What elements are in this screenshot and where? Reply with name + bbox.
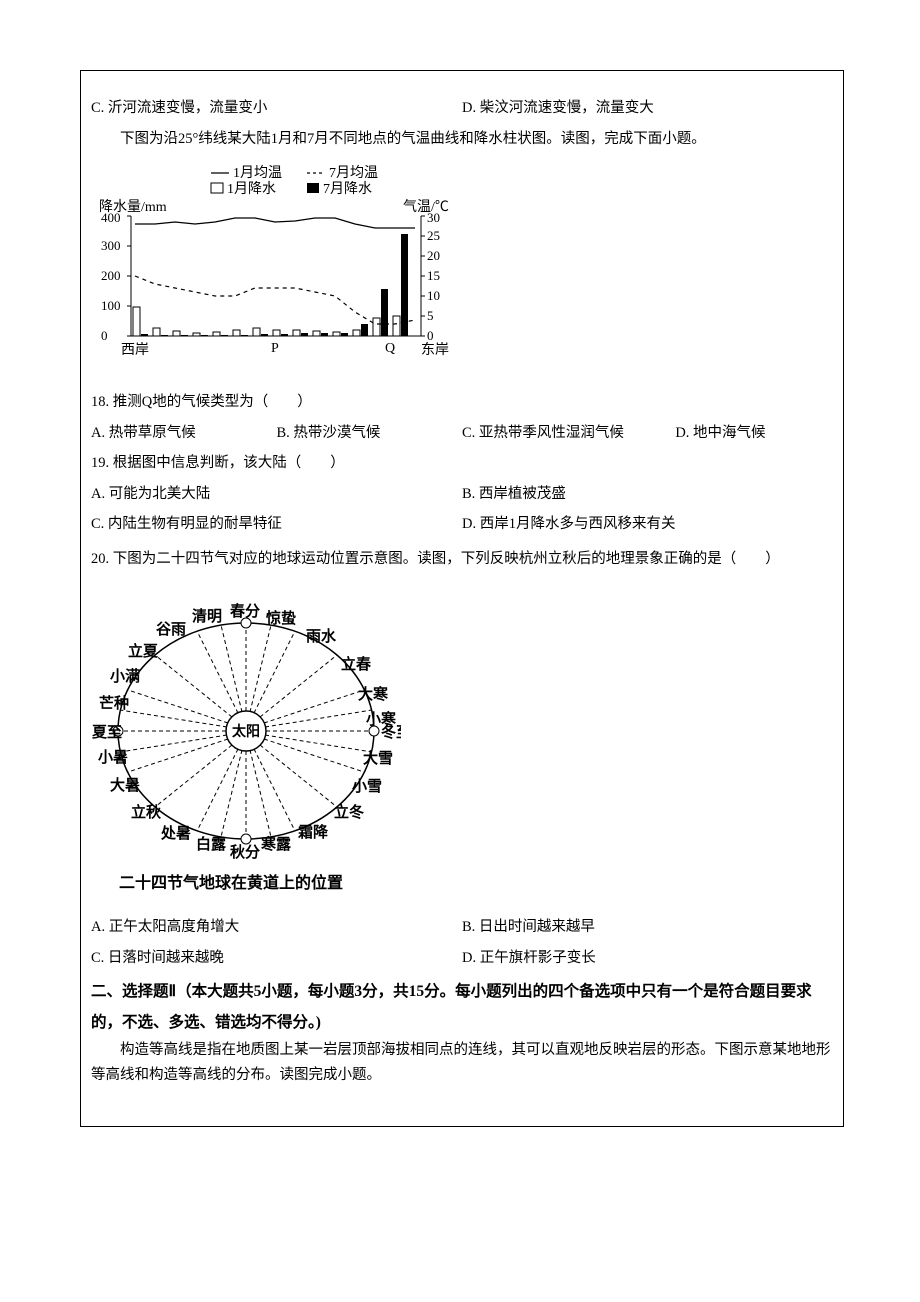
solar-terms-diagram: 太阳 bbox=[91, 586, 833, 905]
svg-text:100: 100 bbox=[101, 298, 121, 313]
svg-text:立春: 立春 bbox=[341, 655, 371, 673]
legend-jan-rain: 1月降水 bbox=[227, 181, 276, 197]
q20-D: D. 正午旗杆影子变长 bbox=[462, 946, 833, 971]
ylabel-right: 气温/℃ bbox=[403, 199, 449, 215]
q18-text: 18. 推测Q地的气候类型为（ ） bbox=[91, 390, 833, 415]
q18-A: A. 热带草原气候 bbox=[91, 421, 277, 446]
q19-D: D. 西岸1月降水多与西风移来有关 bbox=[462, 512, 833, 537]
q17-C: C. 沂河流速变慢，流量变小 bbox=[91, 96, 462, 121]
legend-jan-temp: 1月均温 bbox=[233, 165, 282, 181]
q18-D: D. 地中海气候 bbox=[675, 421, 833, 446]
svg-text:0: 0 bbox=[427, 328, 434, 343]
legend-jul-temp: 7月均温 bbox=[329, 165, 378, 181]
svg-text:立夏: 立夏 bbox=[128, 642, 159, 660]
chart1-svg: 1月均温 7月均温 1月降水 7月降水 降水量/mm 气温/℃ 0 bbox=[91, 161, 461, 371]
svg-text:10: 10 bbox=[427, 288, 440, 303]
diagram-caption: 二十四节气地球在黄道上的位置 bbox=[119, 873, 343, 892]
q20-options-cd: C. 日落时间越来越晚 D. 正午旗杆影子变长 bbox=[91, 946, 833, 971]
section2-heading: 二、选择题Ⅱ（本大题共5小题，每小题3分，共15分。每小题列出的四个备选项中只有… bbox=[91, 976, 833, 1038]
xlabel-west: 西岸 bbox=[121, 342, 149, 358]
svg-text:200: 200 bbox=[101, 268, 121, 283]
legend-jul-rain: 7月降水 bbox=[323, 181, 372, 197]
svg-text:5: 5 bbox=[427, 308, 434, 323]
svg-text:春分: 春分 bbox=[230, 602, 260, 620]
svg-text:小满: 小满 bbox=[110, 667, 140, 685]
svg-text:400: 400 bbox=[101, 210, 121, 225]
svg-text:芒种: 芒种 bbox=[99, 694, 129, 712]
svg-text:20: 20 bbox=[427, 248, 440, 263]
q19-B: B. 西岸植被茂盛 bbox=[462, 482, 833, 507]
q19-text: 19. 根据图中信息判断，该大陆（ ） bbox=[91, 451, 833, 476]
svg-text:夏至: 夏至 bbox=[91, 724, 122, 741]
q20-C: C. 日落时间越来越晚 bbox=[91, 946, 462, 971]
q18-C: C. 亚热带季风性湿润气候 bbox=[462, 421, 675, 446]
q17-options-cd: C. 沂河流速变慢，流量变小 D. 柴汶河流速变慢，流量变大 bbox=[91, 96, 833, 121]
chart1-intro: 下图为沿25°纬线某大陆1月和7月不同地点的气温曲线和降水柱状图。读图，完成下面… bbox=[91, 127, 833, 152]
svg-text:秋分: 秋分 bbox=[230, 843, 260, 861]
svg-text:立秋: 立秋 bbox=[131, 803, 162, 821]
svg-text:霜降: 霜降 bbox=[297, 823, 329, 841]
q19-A: A. 可能为北美大陆 bbox=[91, 482, 462, 507]
svg-text:雨水: 雨水 bbox=[306, 627, 337, 645]
q20-options-ab: A. 正午太阳高度角增大 B. 日出时间越来越早 bbox=[91, 915, 833, 940]
svg-text:25: 25 bbox=[427, 228, 440, 243]
svg-text:0: 0 bbox=[101, 328, 108, 343]
q18-B: B. 热带沙漠气候 bbox=[277, 421, 463, 446]
xlabel-Q: Q bbox=[385, 341, 395, 356]
q20-text: 20. 下图为二十四节气对应的地球运动位置示意图。读图，下列反映杭州立秋后的地理… bbox=[91, 543, 833, 576]
svg-text:15: 15 bbox=[427, 268, 440, 283]
svg-text:300: 300 bbox=[101, 238, 121, 253]
svg-text:大暑: 大暑 bbox=[110, 776, 140, 794]
svg-text:冬至: 冬至 bbox=[381, 723, 401, 741]
sun-label: 太阳 bbox=[232, 723, 260, 740]
svg-text:寒露: 寒露 bbox=[261, 835, 292, 853]
q20-A: A. 正午太阳高度角增大 bbox=[91, 915, 462, 940]
svg-text:谷雨: 谷雨 bbox=[156, 621, 186, 638]
svg-text:30: 30 bbox=[427, 210, 440, 225]
xlabel-P: P bbox=[271, 341, 279, 356]
q17-D: D. 柴汶河流速变慢，流量变大 bbox=[462, 96, 833, 121]
chart1: 1月均温 7月均温 1月降水 7月降水 降水量/mm 气温/℃ 0 bbox=[91, 161, 833, 380]
section2-body: 构造等高线是指在地质图上某一岩层顶部海拔相同点的连线，其可以直观地反映岩层的形态… bbox=[91, 1038, 833, 1087]
svg-text:立冬: 立冬 bbox=[334, 803, 364, 821]
svg-text:小雪: 小雪 bbox=[352, 778, 382, 795]
q19-options-cd: C. 内陆生物有明显的耐旱特征 D. 西岸1月降水多与西风移来有关 bbox=[91, 512, 833, 537]
xlabel-east: 东岸 bbox=[421, 342, 449, 358]
svg-text:小暑: 小暑 bbox=[98, 748, 128, 766]
svg-text:惊蛰: 惊蛰 bbox=[266, 609, 296, 627]
svg-text:白露: 白露 bbox=[196, 835, 227, 853]
q18-options: A. 热带草原气候 B. 热带沙漠气候 C. 亚热带季风性湿润气候 D. 地中海… bbox=[91, 421, 833, 446]
svg-text:大雪: 大雪 bbox=[363, 749, 393, 767]
svg-text:清明: 清明 bbox=[192, 607, 222, 625]
q20-B: B. 日出时间越来越早 bbox=[462, 915, 833, 940]
page-border: C. 沂河流速变慢，流量变小 D. 柴汶河流速变慢，流量变大 下图为沿25°纬线… bbox=[80, 70, 844, 1127]
q19-C: C. 内陆生物有明显的耐旱特征 bbox=[91, 512, 462, 537]
solar-terms-svg: 太阳 bbox=[91, 586, 401, 896]
svg-text:大寒: 大寒 bbox=[358, 685, 389, 703]
svg-text:处暑: 处暑 bbox=[160, 824, 191, 842]
q19-options-ab: A. 可能为北美大陆 B. 西岸植被茂盛 bbox=[91, 482, 833, 507]
